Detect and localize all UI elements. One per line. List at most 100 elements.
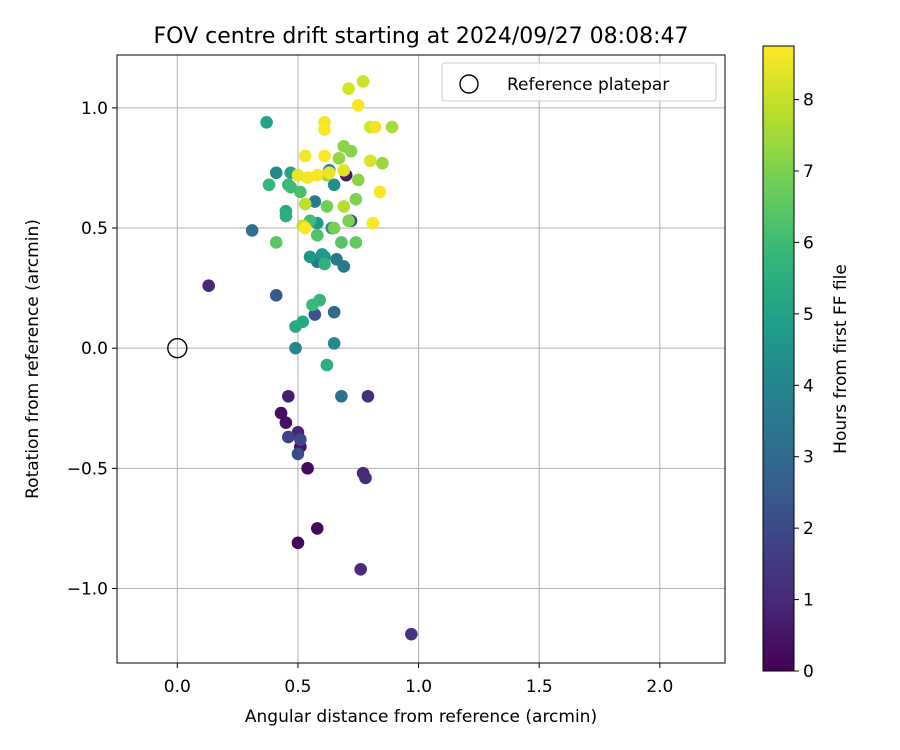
scatter-point: [337, 140, 351, 153]
scatter-point: [245, 224, 259, 237]
scatter-point: [335, 389, 348, 403]
scatter-point: [366, 216, 380, 230]
colorbar-tick-label: 6: [803, 233, 814, 253]
scatter-point: [327, 221, 341, 235]
colorbar-tick-label: 7: [803, 162, 814, 182]
grid-lines: [117, 55, 725, 663]
scatter-point: [356, 75, 370, 88]
y-axis-ticks: −1.0 −0.5 0.0 0.5 1.0: [67, 99, 117, 600]
plot-frame: [116, 54, 726, 664]
scatter-point: [342, 214, 355, 228]
x-axis-ticks: 0.0 0.5 1.0 1.5 2.0: [164, 663, 673, 697]
colorbar-tick-label: 2: [803, 519, 814, 539]
colorbar-tick-label: 8: [803, 91, 814, 111]
x-tick-label: 0.0: [164, 677, 191, 697]
legend-reference-marker: [459, 74, 479, 94]
scatter-point: [349, 236, 363, 249]
y-axis-label: Rotation from reference (arcmin): [23, 219, 43, 499]
y-tick-label: −0.5: [67, 459, 108, 479]
colorbar-tick-label: 5: [803, 305, 814, 325]
scatter-point: [359, 471, 372, 485]
scatter-point: [310, 168, 324, 182]
legend-entry-reference-platepar: Reference platepar: [507, 75, 669, 95]
scatter-point: [323, 166, 336, 180]
scatter-point: [301, 462, 314, 475]
scatter-point: [294, 433, 307, 446]
scatter-point: [320, 200, 334, 213]
scatter-point: [298, 149, 312, 163]
colorbar-label: Hours from first FF file: [831, 264, 851, 454]
scatter-point: [269, 289, 283, 302]
scatter-point: [202, 279, 215, 293]
scatter-point: [332, 152, 346, 165]
x-tick-label: 2.0: [646, 677, 673, 697]
x-tick-label: 0.5: [284, 677, 311, 697]
scatter-point: [361, 389, 375, 403]
scatter-point: [291, 536, 305, 550]
scatter-point: [327, 305, 341, 319]
scatter-point: [337, 164, 351, 177]
scatter-point: [269, 166, 283, 180]
colorbar-tick-label: 4: [803, 376, 814, 396]
scatter-point: [327, 337, 341, 350]
scatter-point: [279, 416, 293, 429]
colorbar-tick-label: 0: [803, 662, 814, 682]
scatter-point: [294, 185, 307, 199]
scatter-point: [318, 257, 331, 271]
scatter-point: [308, 195, 322, 208]
scatter-point: [298, 197, 312, 211]
scatter-point: [274, 406, 288, 420]
scatter-point: [368, 120, 382, 134]
y-tick-label: −1.0: [67, 580, 108, 600]
colorbar: [762, 45, 795, 672]
scatter-point: [289, 341, 302, 355]
scatter-point: [298, 221, 312, 235]
scatter-point: [279, 209, 293, 223]
scatter-point: [284, 180, 298, 194]
y-tick-label: 0.5: [81, 219, 108, 239]
scatter-point: [318, 123, 331, 136]
scatter-point: [289, 320, 302, 333]
scatter-point: [351, 173, 365, 187]
scatter-point: [342, 82, 355, 95]
scatter-point: [335, 236, 348, 249]
scatter-point: [405, 627, 418, 641]
reference-platepar-marker: [167, 337, 188, 359]
scatter-point: [260, 115, 273, 129]
scatter-point: [306, 298, 319, 312]
scatter-point: [310, 228, 324, 242]
data-points: [202, 75, 418, 641]
legend-box: [441, 62, 717, 102]
scatter-point: [301, 171, 314, 184]
y-tick-label: 0.0: [81, 339, 108, 359]
x-tick-label: 1.0: [405, 677, 432, 697]
x-axis-label: Angular distance from reference (arcmin): [245, 707, 597, 727]
scatter-point: [269, 236, 283, 249]
scatter-point: [354, 562, 367, 576]
colorbar-tick-label: 3: [803, 448, 814, 468]
legend: Reference platepar: [441, 62, 717, 102]
scatter-point: [303, 250, 317, 264]
colorbar-tick-label: 1: [803, 591, 814, 611]
scatter-point: [376, 156, 389, 170]
scatter-point: [291, 168, 305, 182]
scatter-point: [291, 447, 305, 461]
scatter-point: [330, 252, 343, 266]
scatter-point: [373, 185, 387, 199]
scatter-point: [385, 120, 399, 134]
scatter-point: [364, 154, 377, 168]
colorbar-ticks: 0 1 2 3 4 5 6 7 8: [794, 91, 814, 682]
scatter-point: [351, 99, 365, 112]
scatter-point: [327, 178, 341, 192]
scatter-point: [349, 192, 363, 206]
scatter-point: [282, 430, 295, 444]
scatter-point: [320, 358, 334, 372]
chart-title: FOV centre drift starting at 2024/09/27 …: [154, 24, 689, 49]
reference-marker-layer: [167, 337, 188, 359]
scatter-point: [262, 178, 276, 192]
scatter-point: [308, 308, 322, 321]
scatter-point: [337, 200, 351, 213]
scatter-point: [310, 522, 324, 535]
y-tick-label: 1.0: [81, 99, 108, 119]
